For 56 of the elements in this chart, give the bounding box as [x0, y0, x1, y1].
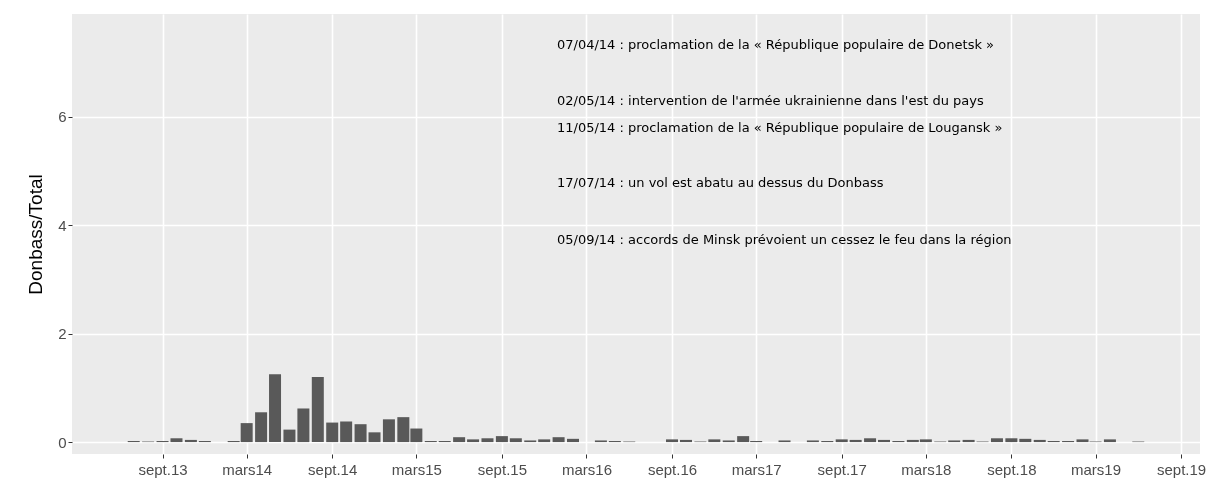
- bar: [326, 422, 339, 443]
- bar: [849, 439, 862, 443]
- y-tick-label: 2: [58, 325, 67, 343]
- annotation: 02/05/14 : intervention de l'armée ukrainienne dans l'est du pays: [557, 93, 984, 108]
- y-tick-label: 4: [58, 216, 67, 234]
- bar: [552, 437, 565, 443]
- bar: [1076, 439, 1089, 443]
- bar: [354, 424, 367, 443]
- bar: [864, 438, 877, 443]
- bar: [509, 438, 522, 443]
- bar: [1103, 439, 1116, 443]
- annotation: 17/07/14 : un vol est abatu au dessus du Donbass: [557, 175, 884, 190]
- bar: [708, 439, 721, 443]
- bar: [990, 438, 1003, 443]
- bar: [666, 439, 679, 443]
- x-tick-label: sept.17: [817, 460, 867, 478]
- bar: [567, 438, 580, 443]
- x-tick-label: mars16: [561, 460, 613, 478]
- x-tick-label: mars18: [901, 460, 952, 478]
- y-axis-title: Donbass/Total: [25, 174, 47, 295]
- bar: [283, 429, 296, 443]
- bar: [453, 437, 466, 443]
- annotation: 07/04/14 : proclamation de la « République populaire de Donetsk »: [557, 37, 995, 52]
- bar: [311, 377, 324, 443]
- bar: [1033, 439, 1046, 443]
- bar: [878, 439, 891, 443]
- bar: [1019, 438, 1032, 443]
- bar: [297, 408, 310, 443]
- bar: [495, 436, 508, 443]
- bar: [340, 421, 353, 443]
- bar: [835, 439, 848, 443]
- bar: [255, 412, 268, 443]
- y-tick-label: 0: [58, 433, 67, 451]
- bar: [962, 439, 975, 443]
- x-tick-label: sept.16: [647, 460, 698, 478]
- annotation: 11/05/14 : proclamation de la « République populaire de Lougansk »: [557, 120, 1003, 135]
- x-tick-label: sept.18: [987, 460, 1037, 478]
- bar: [184, 439, 197, 443]
- x-tick-label: mars15: [391, 460, 442, 478]
- bar: [269, 374, 282, 443]
- x-tick-label: mars17: [731, 460, 782, 478]
- x-tick-label: mars14: [222, 460, 273, 478]
- bar: [368, 432, 381, 443]
- y-tick-label: 6: [58, 108, 67, 126]
- x-tick-label: sept.13: [138, 460, 188, 478]
- bar: [1005, 438, 1018, 443]
- x-tick-label: mars19: [1071, 460, 1122, 478]
- bar: [481, 438, 494, 443]
- bar: [538, 439, 551, 443]
- bar: [467, 439, 480, 443]
- annotation: 05/09/14 : accords de Minsk prévoient un cessez le feu dans la région: [557, 232, 1012, 247]
- bar: [679, 439, 692, 443]
- x-tick-label: sept.14: [308, 460, 358, 478]
- x-tick-label: sept.15: [477, 460, 527, 478]
- x-tick-label: sept.19: [1156, 460, 1207, 478]
- bar: [382, 419, 395, 443]
